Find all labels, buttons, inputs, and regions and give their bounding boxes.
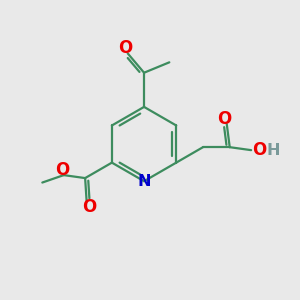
Text: O: O	[118, 39, 133, 57]
Text: O: O	[82, 198, 96, 216]
Text: O: O	[217, 110, 232, 128]
Text: H: H	[267, 142, 280, 158]
Text: N: N	[137, 174, 151, 189]
Text: O: O	[55, 161, 69, 179]
Text: O: O	[253, 141, 267, 159]
